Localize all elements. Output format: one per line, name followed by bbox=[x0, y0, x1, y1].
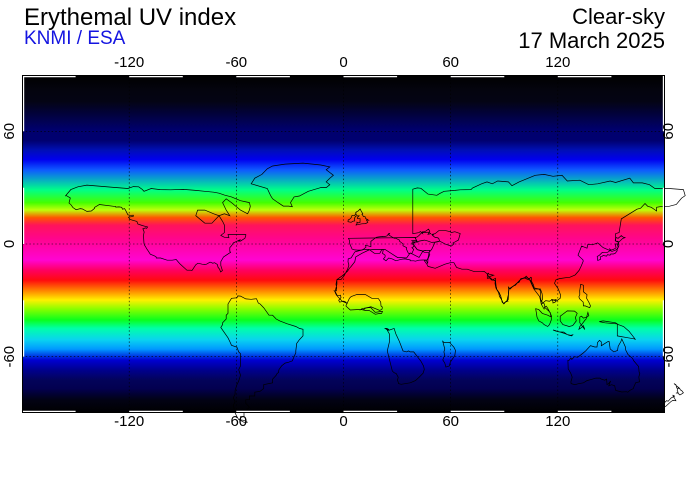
svg-text:-120: -120 bbox=[114, 54, 144, 71]
svg-text:-60: -60 bbox=[225, 413, 247, 430]
svg-text:120: 120 bbox=[545, 54, 570, 71]
svg-text:60: 60 bbox=[1, 123, 18, 140]
svg-text:-60: -60 bbox=[225, 54, 247, 71]
svg-text:60: 60 bbox=[660, 123, 677, 140]
svg-text:-120: -120 bbox=[114, 413, 144, 430]
svg-text:0: 0 bbox=[339, 54, 347, 71]
svg-text:60: 60 bbox=[442, 413, 459, 430]
svg-text:-60: -60 bbox=[1, 346, 18, 368]
svg-text:0: 0 bbox=[339, 413, 347, 430]
svg-text:60: 60 bbox=[442, 54, 459, 71]
svg-text:0: 0 bbox=[660, 240, 677, 248]
svg-text:120: 120 bbox=[545, 413, 570, 430]
svg-text:0: 0 bbox=[1, 240, 18, 248]
svg-text:-60: -60 bbox=[660, 346, 677, 368]
